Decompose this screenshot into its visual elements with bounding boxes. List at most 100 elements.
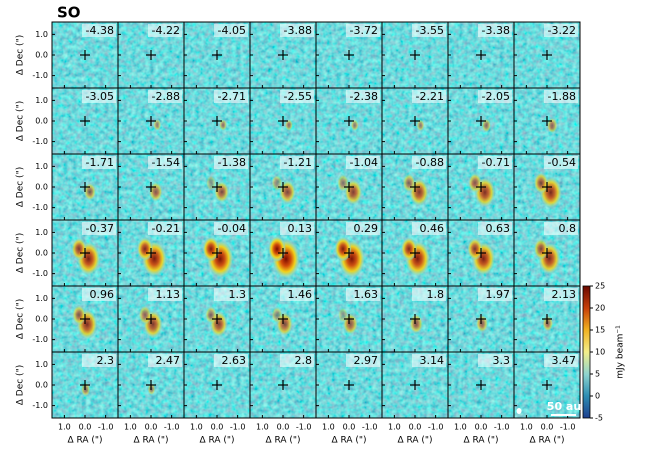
y-tick-label: 1.0: [35, 96, 48, 105]
velocity-label: -3.05: [86, 90, 114, 103]
x-tick-label: 1.0: [58, 423, 71, 432]
velocity-label: 1.8: [427, 288, 445, 301]
velocity-label: -0.21: [152, 222, 180, 235]
y-tick-label: 1.0: [35, 294, 48, 303]
emission-blob: [468, 172, 482, 194]
x-tick-label: 0.0: [475, 423, 488, 432]
velocity-box: [280, 222, 314, 235]
y-axis-label: Δ Dec ("): [16, 101, 26, 141]
velocity-label: 0.46: [420, 222, 445, 235]
y-tick-label: 1.0: [35, 360, 48, 369]
emission: [136, 237, 167, 277]
y-axis-label: Δ Dec ("): [16, 167, 26, 207]
colorbar-tick-label: 25: [595, 282, 605, 291]
y-tick-label: 0.0: [35, 117, 48, 126]
velocity-box: [214, 156, 248, 169]
panel: -0.88: [381, 153, 449, 221]
panel: -2.55: [249, 87, 317, 155]
colorbar-tick-label: 15: [595, 326, 605, 335]
panel: 1.46: [249, 285, 317, 353]
emission-blob: [271, 306, 283, 324]
panel: -2.71: [183, 87, 251, 155]
velocity-box: [346, 90, 380, 103]
panel: -2.88: [117, 87, 185, 155]
emission-blob: [337, 307, 349, 323]
velocity-box: [148, 156, 182, 169]
panel: -1.21: [249, 153, 317, 221]
velocity-box: [346, 24, 380, 37]
velocity-box: [412, 288, 446, 301]
velocity-box: [412, 354, 446, 367]
velocity-label: -0.88: [416, 156, 444, 169]
velocity-box: [280, 354, 314, 367]
panel: 3.3 1.0 0.0 -1.0 Δ RA ("): [447, 351, 515, 446]
emission-blob: [400, 237, 418, 261]
emission: [72, 304, 98, 340]
velocity-box: [412, 156, 446, 169]
x-tick-label: 1.0: [520, 423, 533, 432]
velocity-box: [214, 222, 248, 235]
velocity-box: [280, 24, 314, 37]
velocity-box: [346, 222, 380, 235]
velocity-label: -2.88: [152, 90, 180, 103]
velocity-label: 2.47: [156, 354, 181, 367]
panel: 0.13: [249, 219, 317, 287]
velocity-label: -0.54: [548, 156, 576, 169]
x-tick-label: -1.0: [164, 423, 180, 432]
panel: -0.04: [183, 219, 251, 287]
emission: [153, 118, 162, 131]
velocity-box: [544, 222, 578, 235]
velocity-box: [412, 222, 446, 235]
velocity-label: -2.05: [482, 90, 510, 103]
velocity-label: -2.38: [350, 90, 378, 103]
colorbar-tick-label: 10: [595, 348, 605, 357]
emission-blob: [475, 314, 489, 333]
panel: -4.22: [117, 21, 185, 89]
chart-title: SO: [57, 4, 81, 22]
panel: 2.63 1.0 0.0 -1.0 Δ RA ("): [183, 351, 251, 446]
velocity-label: -1.21: [284, 156, 312, 169]
velocity-label: 2.63: [222, 354, 247, 367]
y-tick-label: 1.0: [35, 228, 48, 237]
scale-bar-label: 50 au: [547, 400, 581, 413]
velocity-label: -2.55: [284, 90, 312, 103]
panel: 0.96 1.0 0.0 -1.0 Δ Dec ("): [16, 285, 119, 353]
velocity-box: [346, 156, 380, 169]
x-axis-label: Δ RA ("): [199, 436, 234, 446]
panel: 0.46: [381, 219, 449, 287]
emission-blob: [136, 237, 154, 261]
panel: 2.3 1.0 0.0 -1.0 1.0 0.0 -1.0 Δ Dec (") Δ RA ("): [16, 351, 119, 446]
emission: [350, 119, 359, 132]
y-tick-label: -1.0: [32, 335, 48, 344]
velocity-label: -0.71: [482, 156, 510, 169]
velocity-box: [148, 288, 182, 301]
panel: -1.54: [117, 153, 185, 221]
x-axis-label: Δ RA ("): [463, 436, 498, 446]
emission: [138, 305, 163, 339]
velocity-box: [544, 90, 578, 103]
x-tick-label: -1.0: [560, 423, 576, 432]
velocity-box: [478, 24, 512, 37]
emission-blob: [153, 118, 162, 131]
panel: 1.13: [117, 285, 185, 353]
emission: [546, 117, 558, 134]
velocity-label: 2.97: [354, 354, 379, 367]
velocity-label: 3.3: [493, 354, 511, 367]
velocity-box: [214, 354, 248, 367]
velocity-label: -1.04: [350, 156, 378, 169]
emission-blob: [481, 118, 492, 133]
y-tick-label: 0.0: [35, 315, 48, 324]
emission-blob: [350, 119, 359, 132]
velocity-label: -4.22: [152, 24, 180, 37]
panel: 3.14 1.0 0.0 -1.0 Δ RA ("): [381, 351, 449, 446]
emission-blob: [205, 306, 217, 324]
x-axis-label: Δ RA ("): [331, 436, 366, 446]
emission: [268, 236, 300, 279]
y-tick-label: -1.0: [32, 203, 48, 212]
panel: 3.47 1.0 0.0 -1.0 Δ RA (") 50 au: [513, 351, 581, 446]
velocity-label: -1.88: [548, 90, 576, 103]
velocity-label: -2.71: [218, 90, 246, 103]
velocity-box: [412, 24, 446, 37]
emission-blob: [409, 313, 424, 334]
panel: 0.63: [447, 219, 515, 287]
